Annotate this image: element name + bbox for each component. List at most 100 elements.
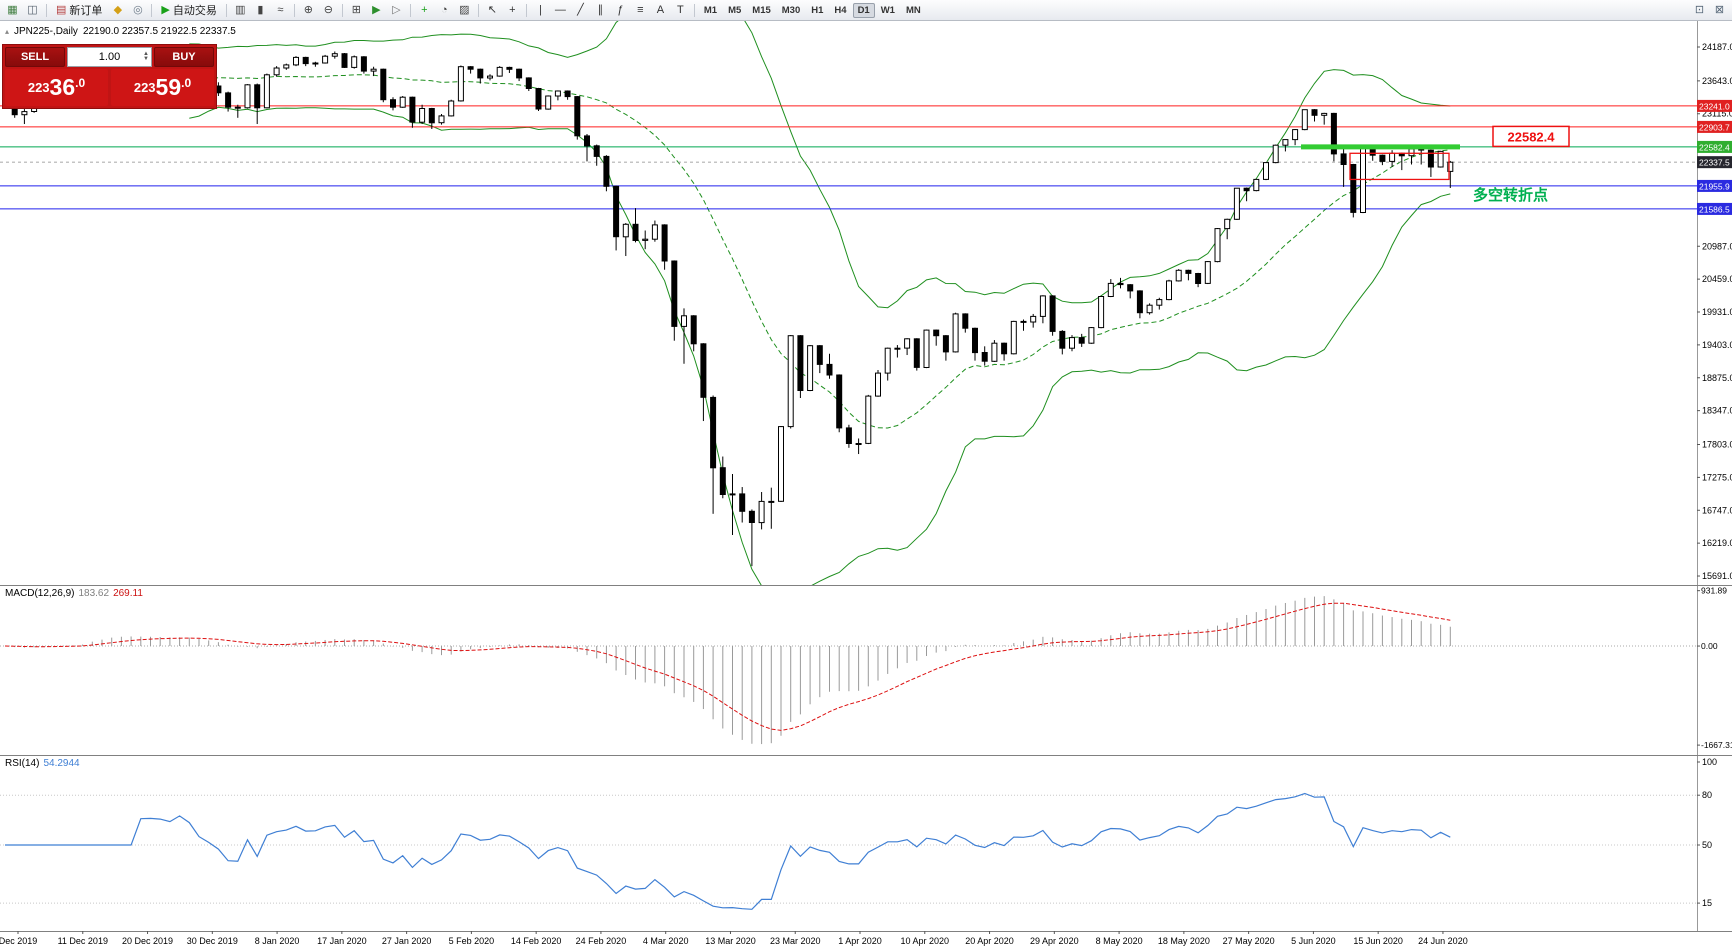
volume-down-icon[interactable]: ▼ xyxy=(143,56,149,62)
shapes-icon: ≡ xyxy=(637,3,644,16)
time-scale-label: 20 Dec 2019 xyxy=(122,936,173,946)
price-scale-label: 23115.0 xyxy=(1702,109,1732,119)
shapes-button[interactable]: ≡ xyxy=(631,1,650,20)
horizontal-line-button[interactable]: — xyxy=(551,1,570,20)
chart-shift-button[interactable]: ▷ xyxy=(387,1,406,20)
macd-signal-value: 269.11 xyxy=(113,588,143,599)
line-chart-button[interactable]: ≈ xyxy=(271,1,290,20)
new-chart-button[interactable]: ▦ xyxy=(3,1,22,20)
scripts-icon: ◎ xyxy=(133,3,143,16)
bollinger-bands xyxy=(189,20,1451,585)
time-scale-label: 27 Jan 2020 xyxy=(382,936,432,946)
macd-pane: 931.89 0.00 -1667.31 xyxy=(0,586,1732,750)
sell-price-display[interactable]: 223 36.0 xyxy=(5,69,108,106)
timeframe-mn-button[interactable]: MN xyxy=(905,4,921,16)
crosshair-icon: + xyxy=(509,3,516,16)
rsi-scale-label: 50 xyxy=(1702,840,1712,850)
metaeditor-icon: ◆ xyxy=(113,3,123,16)
chart-header: ▴ JPN225-,Daily 22190.0 22357.5 21922.5 … xyxy=(5,26,236,37)
new-order-button[interactable]: ▤ 新订单 xyxy=(51,1,107,20)
rsi-title: RSI(14) 54.2944 xyxy=(5,758,80,769)
price-scale-label: 19931.0 xyxy=(1702,307,1732,317)
new-order-button-label: 新订单 xyxy=(69,5,103,17)
autotrading-button[interactable]: ▶ 自动交易 xyxy=(156,1,221,20)
arrow-tools-button[interactable]: T xyxy=(671,1,690,20)
timeframe-m15-button[interactable]: M15 xyxy=(752,4,771,16)
rsi-name: RSI(14) xyxy=(5,758,40,769)
time-scale-label: 4 Mar 2020 xyxy=(643,936,689,946)
periods-icon: ◔ xyxy=(441,3,448,16)
maximize-chart-button[interactable]: ⊠ xyxy=(1710,1,1729,20)
zoom-in-icon: ⊕ xyxy=(303,3,313,16)
macd-histogram xyxy=(14,596,1451,745)
tile-windows-icon: ⊞ xyxy=(351,3,361,16)
metaeditor-button[interactable]: ◆ xyxy=(108,1,127,20)
time-scale-label: 30 Dec 2019 xyxy=(187,936,238,946)
turning-point-note[interactable]: 多空转折点 xyxy=(1473,186,1548,204)
timeframe-d1-button[interactable]: D1 xyxy=(852,2,875,18)
dock-chart-button[interactable]: ⊡ xyxy=(1690,1,1709,20)
sell-button[interactable]: SELL xyxy=(5,47,65,67)
candlestick-chart-icon: ▮ xyxy=(257,3,264,16)
candlestick-chart-button[interactable]: ▮ xyxy=(251,1,270,20)
price-tag-box[interactable] xyxy=(1492,125,1570,148)
line-chart-icon: ≈ xyxy=(277,3,284,16)
toolbar-separator xyxy=(46,3,47,17)
chart-ohlc-values: 22190.0 22357.5 21922.5 22337.5 xyxy=(82,26,236,37)
auto-scroll-button[interactable]: ▶ xyxy=(367,1,386,20)
periods-button[interactable]: ◔ xyxy=(435,1,454,20)
volume-input[interactable]: 1.00 ▲ ▼ xyxy=(67,47,152,67)
price-scale[interactable]: 24187.0 23643.0 23115.0 20987.0 20459.0 19931… xyxy=(1697,42,1732,581)
time-scale-label: 24 Jun 2020 xyxy=(1418,936,1468,946)
time-scale-label: 17 Jan 2020 xyxy=(317,936,367,946)
volume-up-icon[interactable]: ▲ xyxy=(143,51,149,57)
trendline-button[interactable]: ╱ xyxy=(571,1,590,20)
profiles-button[interactable]: ◫ xyxy=(23,1,42,20)
templates-button[interactable]: ▨ xyxy=(455,1,474,20)
toolbar-separator xyxy=(151,3,153,17)
chart-symbol-title: JPN225-,Daily xyxy=(14,26,78,37)
vertical-line-button[interactable]: | xyxy=(531,1,550,20)
zoom-in-button[interactable]: ⊕ xyxy=(299,1,318,20)
buy-price-frac: .0 xyxy=(181,75,192,90)
chart-canvas[interactable]: 22582.4 多空转折点 24187.0 23643.0 23115.0 20987.0… xyxy=(0,20,1732,948)
rsi-scale-label: 100 xyxy=(1702,757,1717,767)
timeframe-h4-button[interactable]: H4 xyxy=(834,4,847,16)
bollinger-middle-band xyxy=(189,74,1451,429)
zoom-out-button[interactable]: ⊖ xyxy=(319,1,338,20)
scripts-button[interactable]: ◎ xyxy=(128,1,147,20)
fibonacci-button[interactable]: ƒ xyxy=(611,1,630,20)
cursor-button[interactable]: ↖ xyxy=(483,1,502,20)
price-badge-text: 21955.9 xyxy=(1699,181,1730,191)
time-scale[interactable]: Dec 2019 11 Dec 2019 20 Dec 2019 30 Dec 201… xyxy=(0,931,1468,946)
timeframe-w1-button[interactable]: W1 xyxy=(880,4,895,16)
consolidation-box[interactable] xyxy=(1349,152,1450,181)
indicators-button[interactable]: + xyxy=(415,1,434,20)
rsi-value: 54.2944 xyxy=(43,758,80,769)
text-label-button[interactable]: A xyxy=(651,1,670,20)
bar-chart-button[interactable]: ▥ xyxy=(231,1,250,20)
profiles-icon: ◫ xyxy=(27,3,38,16)
price-scale-label: 20459.0 xyxy=(1702,274,1732,284)
timeframe-m5-button[interactable]: M5 xyxy=(728,4,742,16)
price-badge xyxy=(1697,120,1732,133)
price-badge xyxy=(1697,140,1732,153)
macd-scale-label: 0.00 xyxy=(1701,641,1718,651)
buy-price-display[interactable]: 223 59.0 xyxy=(111,69,214,106)
one-click-panel-toggle-icon[interactable]: ▴ xyxy=(5,27,10,36)
crosshair-button[interactable]: + xyxy=(503,1,522,20)
price-scale-label: 16747.0 xyxy=(1702,505,1732,515)
timeframe-m1-button[interactable]: M1 xyxy=(703,4,718,16)
rsi-pane: 100 80 50 15 xyxy=(0,757,1717,910)
buy-button[interactable]: BUY xyxy=(154,47,214,67)
timeframe-m30-button[interactable]: M30 xyxy=(781,4,801,16)
volume-stepper[interactable]: ▲ ▼ xyxy=(143,48,149,66)
channel-button[interactable]: ∥ xyxy=(591,1,610,20)
time-scale-label: 18 May 2020 xyxy=(1158,936,1210,946)
timeframe-h1-button[interactable]: H1 xyxy=(811,4,824,16)
buy-price-prefix: 223 xyxy=(133,80,156,95)
text-label-icon: A xyxy=(656,3,665,16)
chart-shift-icon: ▷ xyxy=(392,3,401,16)
tile-windows-button[interactable]: ⊞ xyxy=(347,1,366,20)
toolbar-separator xyxy=(693,3,695,17)
